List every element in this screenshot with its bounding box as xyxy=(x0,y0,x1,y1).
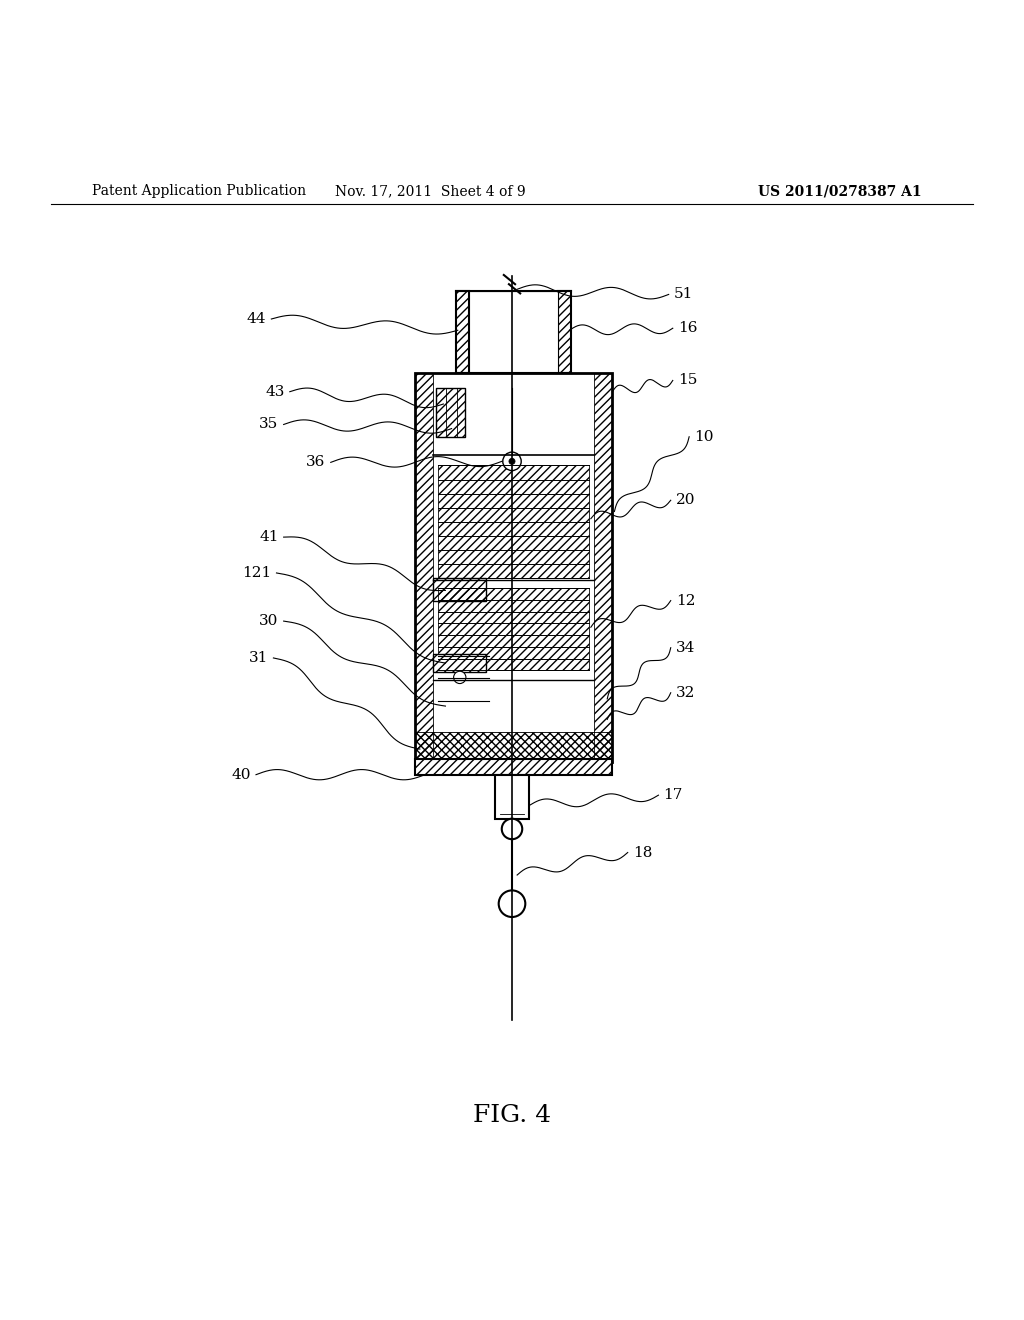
Text: 121: 121 xyxy=(242,566,271,579)
Circle shape xyxy=(503,453,521,470)
Text: 10: 10 xyxy=(694,430,714,444)
Bar xyxy=(594,374,612,763)
Text: 17: 17 xyxy=(664,788,683,803)
Text: 16: 16 xyxy=(678,321,697,335)
Bar xyxy=(456,292,469,374)
Bar xyxy=(415,731,612,763)
Text: 18: 18 xyxy=(633,846,652,859)
Bar xyxy=(469,292,558,374)
Bar xyxy=(558,292,571,374)
Text: 44: 44 xyxy=(247,312,266,326)
Bar xyxy=(433,578,486,601)
Bar xyxy=(415,374,433,763)
Text: US 2011/0278387 A1: US 2011/0278387 A1 xyxy=(758,183,922,198)
Text: 12: 12 xyxy=(676,594,695,607)
Text: 51: 51 xyxy=(674,288,693,301)
Bar xyxy=(438,466,589,578)
Circle shape xyxy=(454,672,466,684)
Text: 15: 15 xyxy=(678,374,697,388)
Bar xyxy=(415,759,612,775)
Text: 40: 40 xyxy=(231,768,251,781)
Circle shape xyxy=(502,818,522,840)
Bar xyxy=(436,388,465,437)
Bar xyxy=(495,775,529,818)
Text: 30: 30 xyxy=(259,614,279,628)
Bar xyxy=(433,653,486,672)
Text: 20: 20 xyxy=(676,494,695,507)
Text: 41: 41 xyxy=(259,531,279,544)
Text: 32: 32 xyxy=(676,686,695,700)
Text: 36: 36 xyxy=(306,455,326,470)
Bar xyxy=(456,292,469,374)
Bar xyxy=(415,374,433,763)
Text: 34: 34 xyxy=(676,640,695,655)
Text: Nov. 17, 2011  Sheet 4 of 9: Nov. 17, 2011 Sheet 4 of 9 xyxy=(335,183,525,198)
Text: FIG. 4: FIG. 4 xyxy=(473,1104,551,1127)
Bar xyxy=(594,374,612,763)
Text: Patent Application Publication: Patent Application Publication xyxy=(92,183,306,198)
Bar xyxy=(433,578,486,601)
Circle shape xyxy=(499,891,525,917)
Bar xyxy=(558,292,571,374)
Text: 43: 43 xyxy=(265,384,285,399)
Text: 35: 35 xyxy=(259,417,279,432)
Bar xyxy=(415,731,612,763)
Bar xyxy=(438,589,589,671)
Bar xyxy=(436,388,465,437)
Bar xyxy=(438,589,589,671)
Bar xyxy=(415,374,612,763)
Bar xyxy=(433,653,486,672)
Bar xyxy=(438,466,589,578)
Circle shape xyxy=(509,458,515,465)
Text: 31: 31 xyxy=(249,651,268,665)
Bar xyxy=(415,759,612,775)
